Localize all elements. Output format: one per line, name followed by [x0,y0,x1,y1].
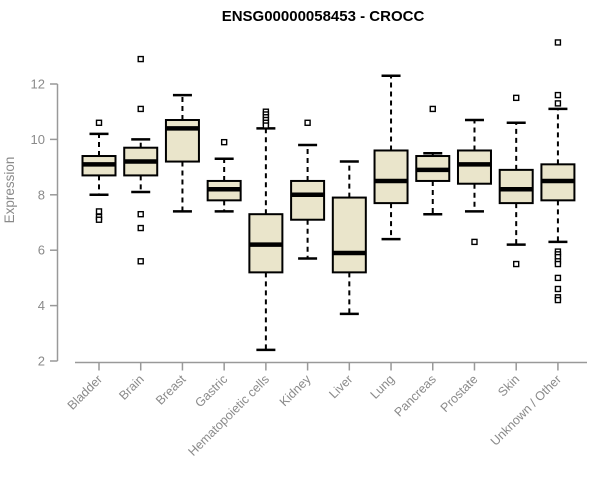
outlier-point [95,208,103,215]
outlier-point [554,39,562,46]
outlier-point [137,258,144,265]
box-pancreas [415,105,451,216]
outlier-point [554,274,562,282]
y-tick-label: 2 [38,354,45,369]
outlier-point [513,260,520,268]
outlier-point [554,100,562,107]
y-tick-label: 12 [31,77,45,92]
iqr-box [331,196,367,274]
box-bladder [81,119,117,223]
box-unknown-other [540,39,576,304]
x-tick-label: Brain [116,372,147,403]
x-tick-label: Liver [326,372,355,401]
outlier-point [554,285,562,293]
x-tick-label: Kidney [277,372,314,409]
outlier-point [554,296,562,304]
chart-title: ENSG00000058453 - CROCC [222,8,425,25]
iqr-box [373,149,409,205]
outlier-point [95,119,103,126]
x-tick-label: Breast [153,372,189,408]
box-breast [164,93,200,213]
box-liver [331,160,367,316]
iqr-box [290,179,326,221]
outlier-point [220,138,228,146]
box-kidney [290,119,326,260]
box-brain [123,55,159,265]
box-skin [498,94,534,268]
plot-area: 2 4 6 8 10 12 Bladder Brain Breast GastricHematop… [31,39,587,459]
x-tick-label: Unknown / Other [488,372,564,448]
outlier-point [304,119,311,126]
outlier-point [137,210,144,218]
outlier-point [262,122,270,129]
y-axis-label: Expression [2,157,17,224]
outlier-point [429,105,436,113]
box-gastric [206,138,242,213]
outlier-point [137,55,144,63]
iqr-box [498,168,534,205]
x-tick-label: Prostate [438,372,481,415]
box-lung [373,74,409,241]
box-prostate [456,118,492,246]
x-tick-label: Skin [495,372,522,399]
x-tick-label: Lung [368,372,398,402]
y-tick-label: 8 [38,187,45,202]
y-tick-label: 4 [38,298,45,313]
iqr-box [456,149,492,185]
outlier-point [554,91,562,99]
y-tick-label: 6 [38,243,45,258]
y-tick-label: 10 [31,132,45,147]
outlier-point [137,224,144,232]
outlier-point [471,238,478,246]
box-hematopoietic-cells [248,108,284,352]
x-tick-label: Pancreas [392,372,439,419]
x-tick-label: Hematopoietic cells [185,372,272,459]
x-tick-label: Gastric [192,372,230,410]
outlier-point [513,94,520,102]
x-tick-label: Bladder [65,372,105,412]
outlier-point [137,105,144,113]
outlier-point [95,216,103,223]
outlier-point [554,260,562,268]
